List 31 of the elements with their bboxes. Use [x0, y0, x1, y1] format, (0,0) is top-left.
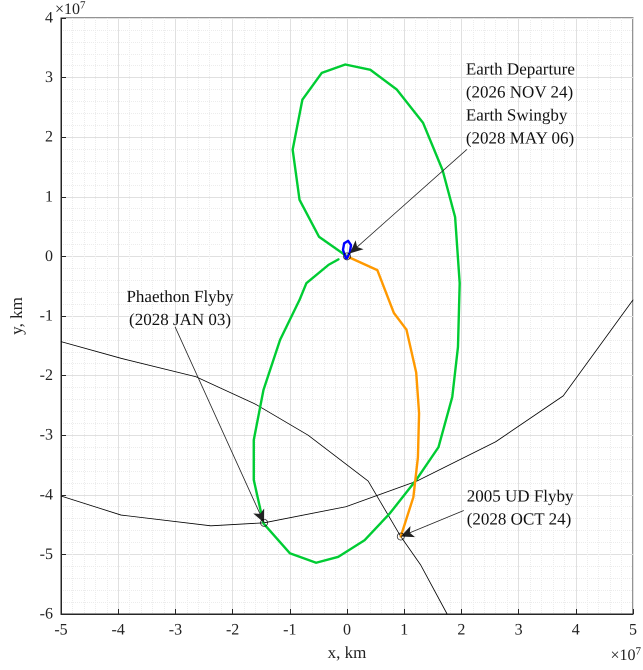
x-tick-label: 3 — [514, 622, 523, 638]
y-tick-label: 4 — [45, 10, 53, 26]
x-axis-title: x, km — [328, 643, 366, 662]
y-tick-label: -6 — [40, 606, 53, 622]
y-tick-label: -2 — [40, 367, 53, 384]
y-tick-label: 1 — [45, 188, 53, 206]
x-tick-label: -2 — [226, 622, 240, 638]
x-tick-label: 0 — [343, 622, 351, 638]
y-tick-label: 2 — [45, 128, 53, 146]
y-tick-label: 0 — [45, 248, 53, 265]
x-tick-label: 5 — [629, 622, 637, 638]
x-tick-label: -3 — [168, 622, 182, 638]
y-tick-label: -5 — [40, 546, 53, 563]
x-tick-label: 1 — [400, 622, 408, 638]
y-tick-label: -4 — [40, 486, 53, 504]
x-tick-label: -4 — [112, 622, 125, 638]
point — [396, 532, 405, 540]
y-tick-label: 3 — [45, 69, 53, 86]
point — [260, 518, 268, 527]
annotation: Phaethon Flyby (2028 JAN 03) — [126, 286, 234, 329]
y-axis-title: y, km — [7, 297, 26, 335]
x-tick-label: -1 — [283, 622, 296, 638]
x-tick-label: 2 — [457, 622, 466, 638]
y-tick-label: -1 — [40, 308, 53, 324]
point — [343, 252, 351, 260]
annotation: Earth Departure (2026 NOV 24) Earth Swingby (2028 MAY 06) — [466, 59, 575, 148]
line-series — [346, 255, 420, 538]
line-series — [252, 63, 461, 564]
annotation: 2005 UD Flyby (2028 OCT 24) — [466, 486, 574, 529]
x-tick-label: 4 — [572, 622, 580, 638]
y-tick-label: -3 — [40, 426, 53, 444]
